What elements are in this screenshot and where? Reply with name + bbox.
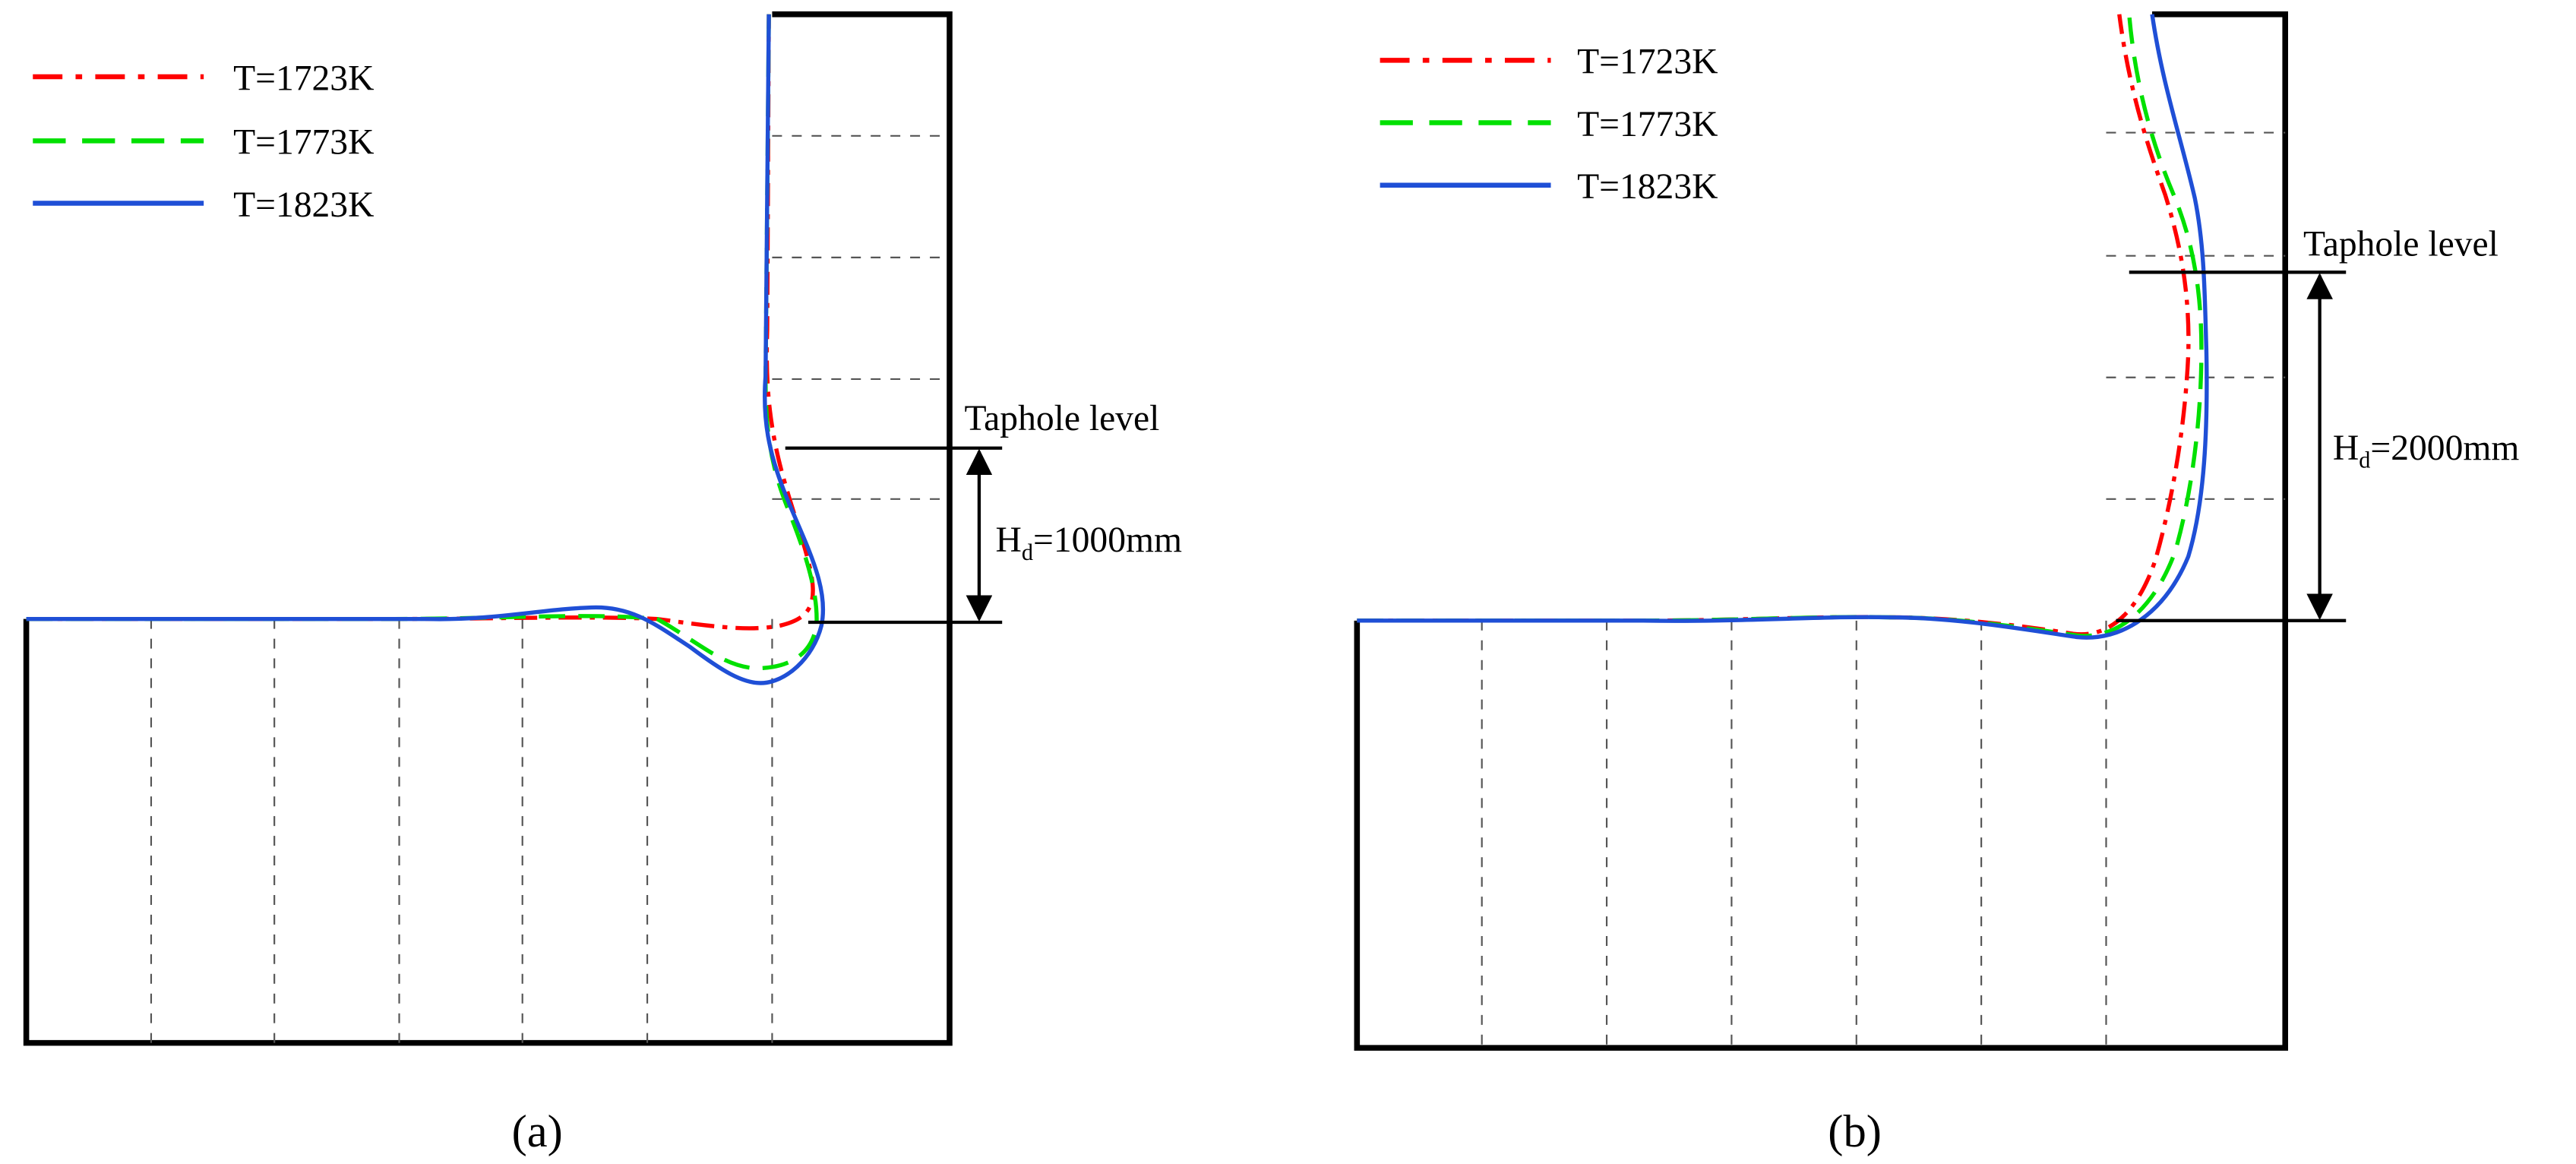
legend-label-t1723: T=1723K [233, 59, 374, 98]
panel-a-legend: T=1723K T=1773K T=1823K [33, 59, 374, 225]
panel-a-caption: (a) [512, 1106, 563, 1157]
legend-label-t1723: T=1723K [1577, 43, 1718, 82]
legend-label-t1823: T=1823K [1577, 167, 1718, 207]
panel-b-taphole-label: Taphole level [2303, 225, 2499, 264]
panel-b-height-label: Hd=2000mm [2333, 429, 2519, 473]
panel-a-curve-t1823 [26, 14, 826, 685]
panel-a-gridlines [150, 134, 950, 1043]
legend-label-t1773: T=1773K [233, 123, 374, 163]
legend-label-t1823: T=1823K [233, 185, 374, 225]
panel-a: Taphole level Hd=1000mm T=1723K T=1773K … [23, 11, 1182, 1157]
panel-a-height-label: Hd=1000mm [996, 520, 1182, 565]
panel-a-hearth-outline [23, 11, 953, 1046]
panel-b-curve-t1723 [1357, 14, 2191, 637]
panel-b-gridlines [1481, 131, 2286, 1049]
legend-label-t1773: T=1773K [1577, 105, 1718, 144]
panel-a-taphole-label: Taphole level [964, 399, 1159, 438]
panel-b: Taphole level Hd=2000mm T=1723K T=1773K … [1354, 11, 2519, 1157]
panel-b-hearth-outline [1354, 11, 2288, 1051]
panel-b-legend: T=1723K T=1773K T=1823K [1380, 43, 1718, 207]
panel-b-curve-t1773 [1357, 14, 2204, 638]
panel-b-curve-t1823 [1357, 14, 2209, 640]
panel-a-curve-t1773 [26, 14, 819, 671]
panel-b-caption: (b) [1828, 1106, 1882, 1157]
panel-a-curve-t1723 [26, 14, 815, 631]
